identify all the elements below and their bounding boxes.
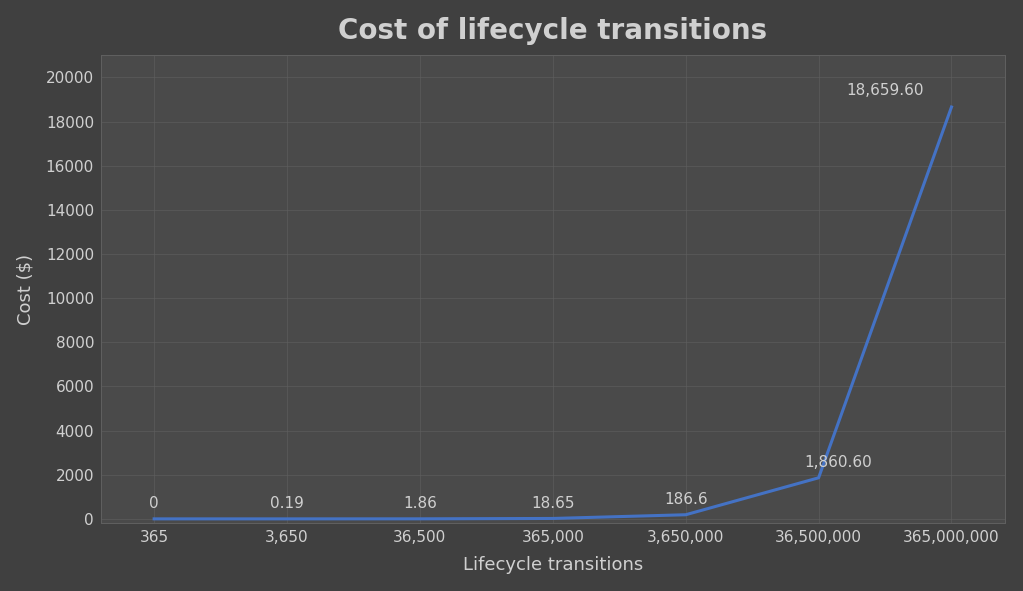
Text: 0: 0 xyxy=(149,496,159,511)
Text: 1.86: 1.86 xyxy=(403,496,437,511)
Text: 18,659.60: 18,659.60 xyxy=(846,83,924,98)
Text: 186.6: 186.6 xyxy=(664,492,708,507)
Y-axis label: Cost ($): Cost ($) xyxy=(16,254,35,325)
Text: 1,860.60: 1,860.60 xyxy=(805,455,873,470)
X-axis label: Lifecycle transitions: Lifecycle transitions xyxy=(462,556,642,574)
Title: Cost of lifecycle transitions: Cost of lifecycle transitions xyxy=(339,17,767,45)
Text: 0.19: 0.19 xyxy=(270,496,304,511)
Text: 18.65: 18.65 xyxy=(531,496,575,511)
